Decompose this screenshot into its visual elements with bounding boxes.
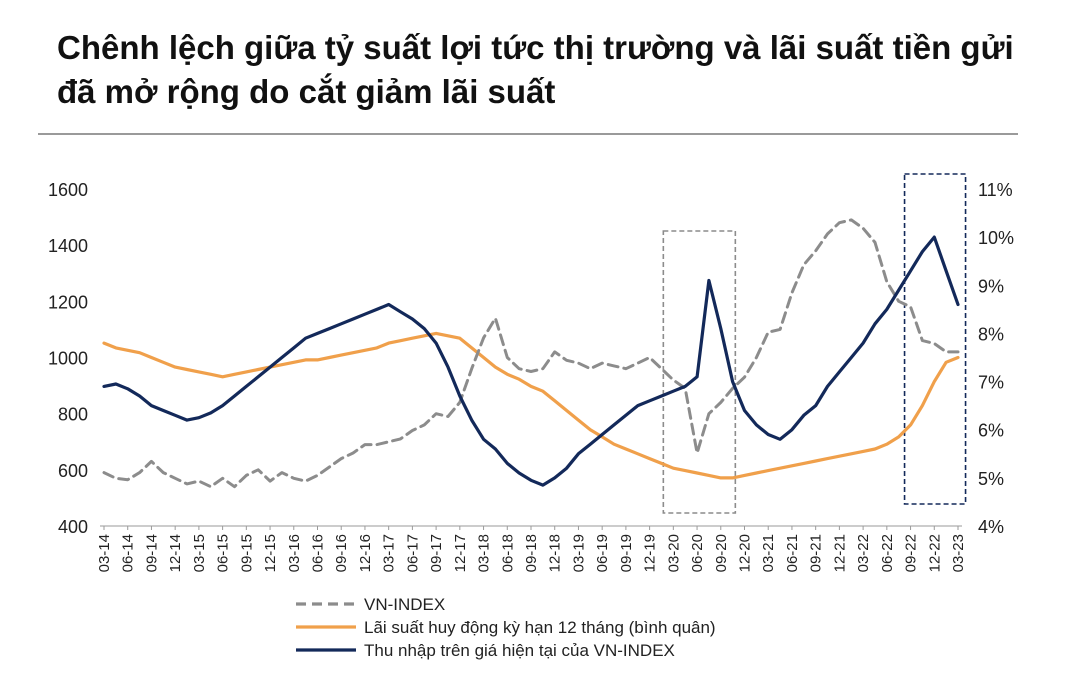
y-left-tick-label: 1400 [48,236,88,256]
x-tick-label: 06-18 [499,534,516,572]
series-line-vnindex [102,218,960,489]
x-tick-label: 03-19 [570,534,587,572]
x-tick-label: 12-17 [452,534,469,572]
x-tick-label: 06-19 [594,534,611,572]
axis-layer: 400 600 800 1000 1200 1400 1600 4% 5% 6% 7% 8% 9% 10%… [48,180,1014,572]
highlight-box [662,230,737,514]
highlight-layer [662,173,967,514]
x-tick-label: 06-20 [689,534,706,572]
x-tick-label: 03-23 [950,534,967,572]
y-left-tick-label: 1200 [48,292,88,312]
y-right-tick-label: 6% [978,421,1004,441]
x-tick-label: 03-22 [855,534,872,572]
y-left-tick-label: 600 [58,461,88,481]
y-right-tick-label: 4% [978,517,1004,537]
x-tick-label: 03-15 [191,534,208,572]
x-tick-label: 12-21 [831,534,848,572]
y-right-tick-label: 10% [978,228,1014,248]
y-left-tick-label: 1600 [48,180,88,200]
x-tick-label: 06-17 [404,534,421,572]
series-line-deposit-rate [102,331,960,480]
x-tick-label: 06-22 [879,534,896,572]
y-left-tick-label: 1000 [48,349,88,369]
x-tick-label: 06-16 [310,534,327,572]
x-tick-label: 12-15 [262,534,279,572]
chart-title: Chênh lệch giữa tỷ suất lợi tức thị trườ… [57,29,1014,110]
x-tick-label: 09-22 [903,534,920,572]
x-tick-label: 03-18 [476,534,493,572]
x-tick-label: 09-17 [428,534,445,572]
x-tick-label: 09-18 [523,534,540,572]
highlight-box [903,173,967,505]
legend-label: Lãi suất huy động kỳ hạn 12 tháng (bình … [364,618,716,637]
x-tick-label: 06-21 [784,534,801,572]
y-right-tick-label: 8% [978,324,1004,344]
y-right-tick-label: 7% [978,373,1004,393]
x-tick-label: 03-14 [96,534,113,572]
y-left-tick-label: 400 [58,517,88,537]
legend-label: Thu nhập trên giá hiện tại của VN-INDEX [364,641,675,660]
series-line-earnings-yield [102,235,960,487]
legend-label: VN-INDEX [364,595,445,614]
x-tick-label: 12-18 [547,534,564,572]
x-tick-label: 09-14 [143,534,160,572]
x-tick-label: 12-14 [167,534,184,572]
x-tick-label: 09-19 [618,534,635,572]
y-right-tick-label: 11% [978,180,1013,200]
x-tick-label: 03-17 [381,534,398,572]
y-right-tick-label: 9% [978,276,1004,296]
x-tick-label: 06-14 [120,534,137,572]
y-right-tick-label: 5% [978,469,1004,489]
x-tick-label: 03-20 [665,534,682,572]
x-tick-label: 03-21 [760,534,777,572]
legend: VN-INDEX Lãi suất huy động kỳ hạn 12 thán… [296,595,716,660]
x-tick-label: 06-15 [215,534,232,572]
title-divider [38,133,1018,135]
x-tick-label: 12-22 [926,534,943,572]
x-tick-label: 12-16 [357,534,374,572]
x-tick-label: 09-21 [808,534,825,572]
x-tick-label: 12-19 [642,534,659,572]
series-layer [102,218,960,489]
x-tick-label: 12-20 [737,534,754,572]
x-tick-label: 09-20 [713,534,730,572]
x-tick-label: 09-15 [238,534,255,572]
x-tick-label: 03-16 [286,534,303,572]
y-left-tick-label: 800 [58,405,88,425]
x-tick-label: 09-16 [333,534,350,572]
